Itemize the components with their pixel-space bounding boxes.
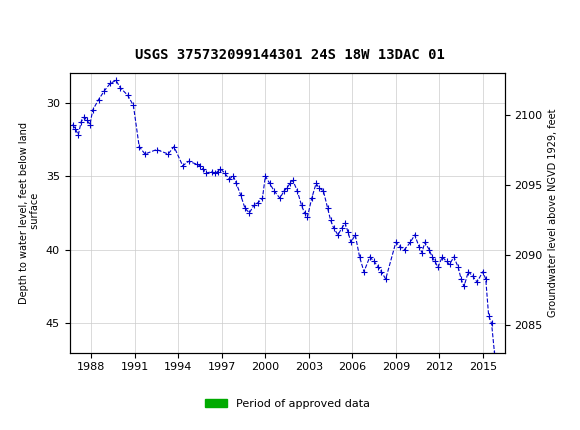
Y-axis label: Depth to water level, feet below land
 surface: Depth to water level, feet below land su… (19, 122, 40, 304)
Text: ≡USGS: ≡USGS (17, 16, 76, 35)
Y-axis label: Groundwater level above NGVD 1929, feet: Groundwater level above NGVD 1929, feet (548, 109, 558, 317)
Text: USGS 375732099144301 24S 18W 13DAC 01: USGS 375732099144301 24S 18W 13DAC 01 (135, 48, 445, 62)
Legend: Period of approved data: Period of approved data (200, 395, 374, 414)
